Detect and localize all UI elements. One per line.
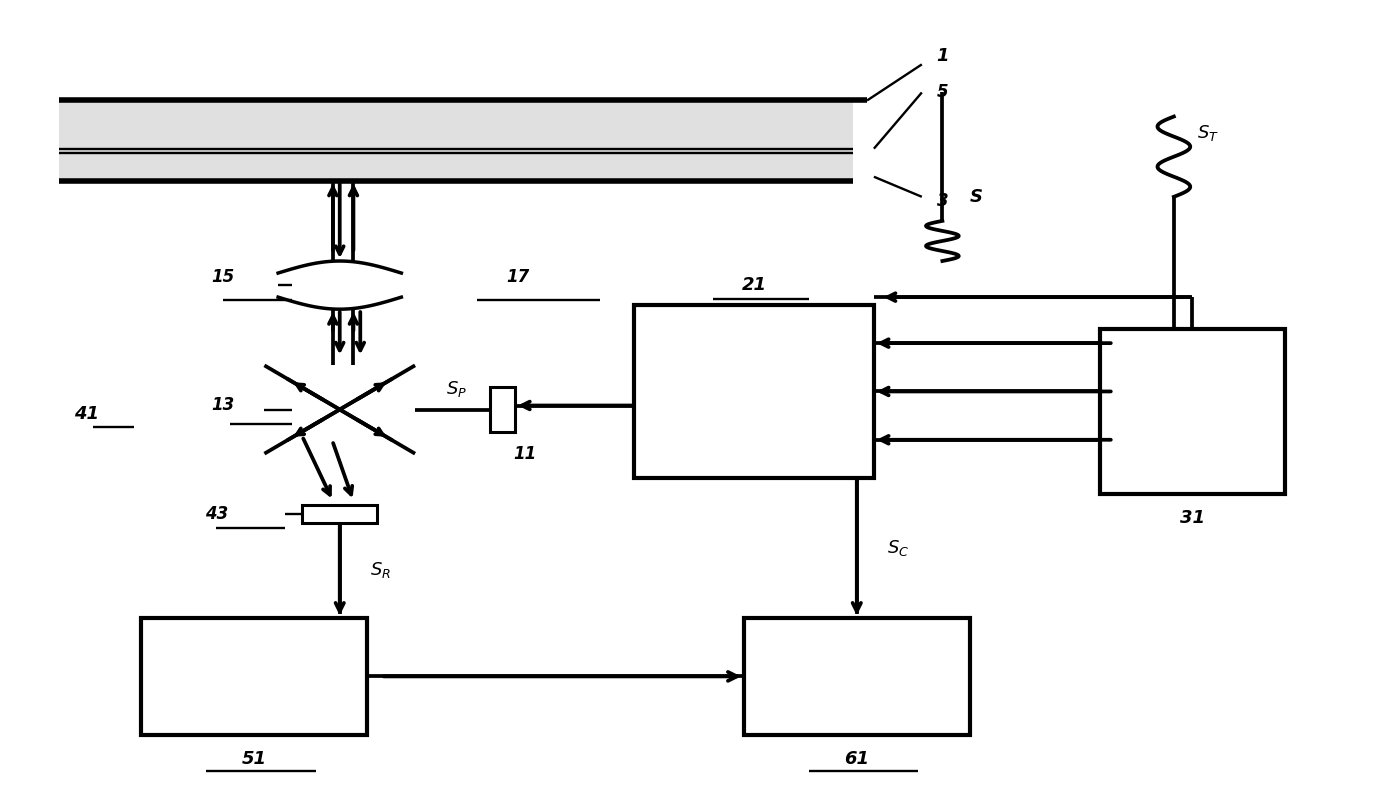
Bar <box>491 388 515 431</box>
Bar <box>141 618 367 735</box>
Bar <box>302 505 378 522</box>
Text: 15: 15 <box>212 268 234 286</box>
Bar <box>1100 329 1284 494</box>
Text: 1: 1 <box>936 47 948 66</box>
Text: 51: 51 <box>241 749 266 768</box>
Text: S: S <box>970 188 983 206</box>
Text: 11: 11 <box>513 444 536 462</box>
Bar <box>634 305 874 478</box>
Text: 3: 3 <box>937 192 948 210</box>
Text: $S_R$: $S_R$ <box>371 560 391 581</box>
Text: $S_C$: $S_C$ <box>887 538 909 558</box>
Text: 17: 17 <box>506 268 529 286</box>
Text: 41: 41 <box>74 405 99 423</box>
Text: 31: 31 <box>1180 508 1204 527</box>
Bar <box>744 618 970 735</box>
Text: 5: 5 <box>937 84 948 101</box>
Polygon shape <box>59 101 853 181</box>
Text: $S_T$: $S_T$ <box>1197 122 1220 143</box>
Text: $S_P$: $S_P$ <box>445 380 467 400</box>
Text: 13: 13 <box>212 397 234 414</box>
Text: 43: 43 <box>205 505 229 523</box>
Text: 21: 21 <box>741 276 766 294</box>
Text: 61: 61 <box>845 749 870 768</box>
